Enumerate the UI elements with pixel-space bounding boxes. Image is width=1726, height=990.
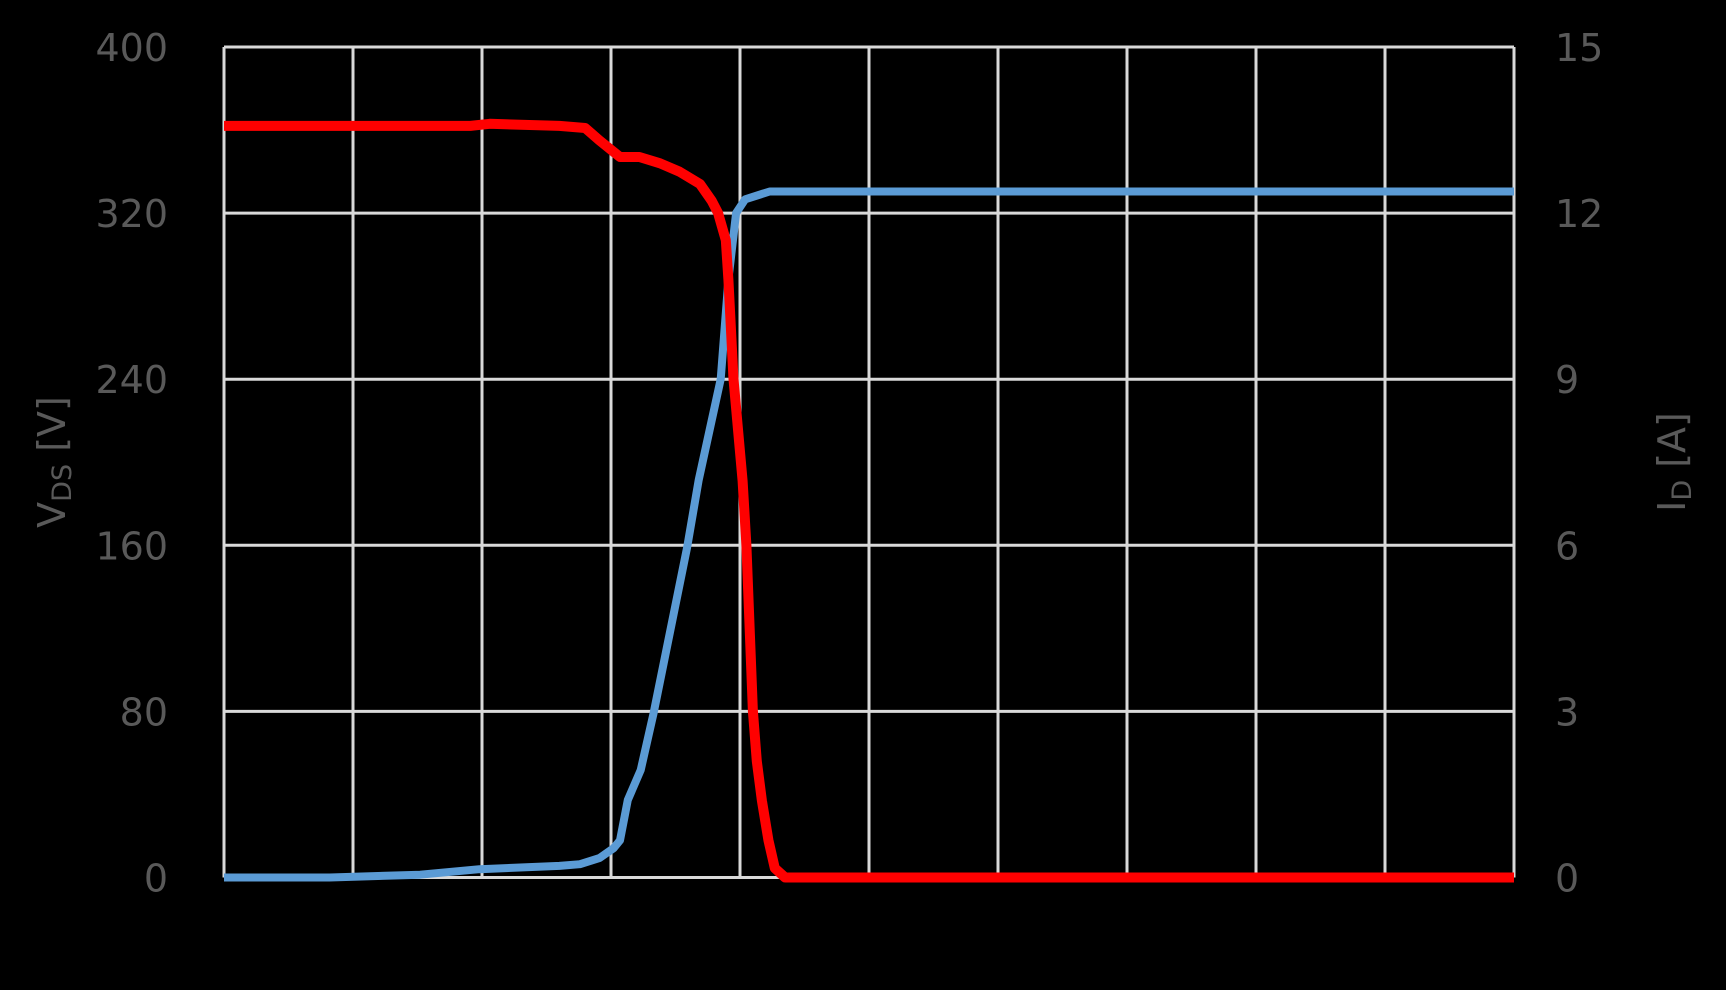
right-axis-tick-label: 3 (1555, 690, 1579, 734)
right-axis-tick-label: 9 (1555, 358, 1579, 402)
right-axis-tick-label: 12 (1555, 192, 1603, 236)
right-axis-tick-label: 6 (1555, 524, 1579, 568)
right-axis-title-sub: D (1667, 480, 1698, 501)
plot-grid (222, 45, 1516, 879)
series-layer (224, 118, 1514, 883)
right-axis-title-main: I (1650, 501, 1694, 512)
left-axis-tick-label: 160 (95, 524, 168, 568)
left-axis-tick-label: 80 (120, 690, 168, 734)
right-axis-ticks: 0 3 6 9 12 15 (1555, 26, 1603, 901)
left-axis-tick-label: 0 (144, 857, 168, 901)
right-axis-tick-label: 15 (1555, 26, 1603, 70)
left-axis-tick-label: 320 (95, 192, 168, 236)
right-axis-title: ID [A] (1650, 412, 1698, 512)
left-axis-ticks: 0 80 160 240 320 400 (95, 26, 168, 901)
right-axis-title-unit: [A] (1650, 412, 1694, 480)
left-axis-title: VDS [V] (30, 396, 78, 528)
series-line-vds (224, 118, 1514, 883)
left-axis-title-sub: DS (47, 464, 78, 502)
right-axis-tick-label: 0 (1555, 857, 1579, 901)
left-axis-title-unit: [V] (30, 396, 74, 464)
left-axis-title-main: V (30, 502, 74, 528)
left-axis-tick-label: 240 (95, 358, 168, 402)
left-axis-tick-label: 400 (95, 26, 168, 70)
series-line-id (224, 187, 1514, 882)
